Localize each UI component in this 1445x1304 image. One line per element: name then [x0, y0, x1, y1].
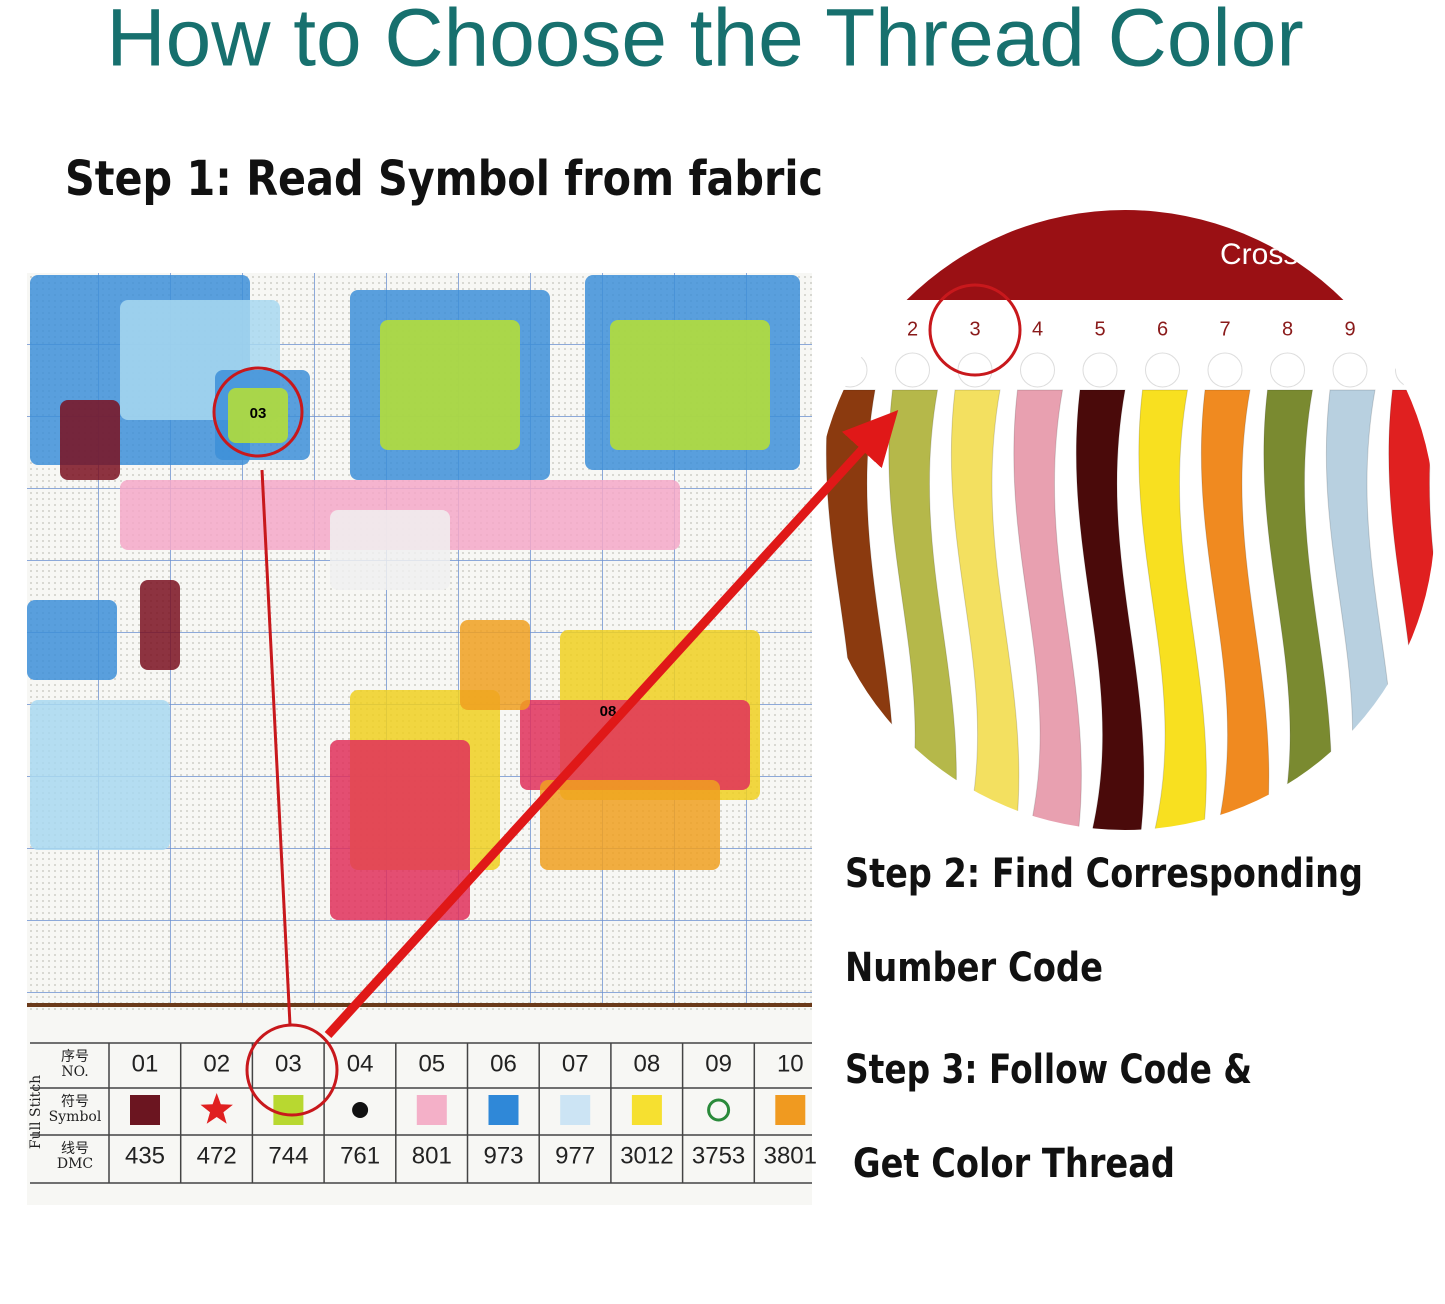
dmc-cell: 3753 [692, 1142, 745, 1169]
pattern-block [228, 388, 288, 443]
symbol [130, 1095, 160, 1125]
dmc-cell: 3012 [620, 1142, 673, 1169]
thread [1013, 389, 1082, 830]
dmc-cell: 472 [197, 1142, 237, 1169]
card-hole [1270, 352, 1305, 388]
card-number: 3 [969, 318, 980, 340]
no-cell: 03 [275, 1050, 302, 1077]
pattern-block [460, 620, 530, 710]
dmc-cell: 744 [268, 1142, 308, 1169]
card-number: 1 [844, 318, 855, 340]
step-text: Step 3: Follow Code & [845, 1047, 1252, 1093]
symbol [560, 1095, 591, 1125]
no-cell: 06 [490, 1050, 517, 1077]
symbol [707, 1098, 731, 1122]
card-number: 9 [1344, 318, 1355, 340]
thread [888, 389, 957, 830]
row-header: 线号 [61, 1141, 89, 1157]
step-text: Get Color Thread [853, 1141, 1175, 1187]
dmc-cell: 761 [340, 1142, 380, 1169]
dmc-cell: 973 [483, 1142, 523, 1169]
side-label: Full Stitch [28, 1075, 44, 1149]
pattern-block [540, 780, 720, 870]
row-header: NO. [61, 1064, 88, 1080]
pattern-block [27, 600, 117, 680]
no-cell: 08 [634, 1050, 661, 1077]
fabric-symbol: 03 [250, 405, 267, 422]
step-text: Step 2: Find Corresponding [845, 851, 1363, 897]
fabric-symbol: 08 [600, 703, 617, 720]
card-number: 5 [1094, 318, 1105, 340]
symbol [352, 1102, 369, 1118]
thread [1075, 389, 1145, 830]
no-cell: 07 [562, 1050, 589, 1077]
row-header: Symbol [49, 1109, 102, 1125]
pattern-block [330, 740, 470, 920]
dmc-cell: 3801 [764, 1142, 817, 1169]
no-cell: 01 [132, 1050, 159, 1077]
pattern-block [380, 320, 520, 450]
row-header: 序号 [61, 1049, 89, 1065]
card-number: 2 [907, 318, 918, 340]
no-cell: 10 [777, 1050, 804, 1077]
pattern-block [60, 400, 120, 480]
pattern-block [330, 510, 450, 590]
card-hole [1332, 352, 1368, 388]
card-label: Cross S [1220, 238, 1327, 271]
card-hole [1207, 352, 1243, 388]
step-text: Number Code [845, 945, 1103, 991]
pattern-block [520, 700, 750, 790]
thread [1138, 389, 1207, 830]
thread-card: Cross S 1 2 3 4 5 6 7 8 9 [815, 210, 1435, 830]
symbol [488, 1095, 519, 1125]
symbol [416, 1095, 447, 1125]
no-cell: 02 [203, 1050, 230, 1077]
card-hole [832, 352, 868, 388]
thread [1200, 389, 1270, 830]
card-hole [1020, 352, 1055, 388]
row-header: 符号 [61, 1094, 89, 1110]
no-cell: 04 [347, 1050, 374, 1077]
card-hole [895, 352, 930, 388]
thread [950, 389, 1020, 830]
card-number: 7 [1219, 318, 1230, 340]
symbol [775, 1095, 806, 1125]
card-number: 6 [1157, 318, 1168, 340]
title: How to Choose the Thread Color [106, 0, 1303, 84]
symbol [631, 1095, 662, 1125]
step-1: Step 1: Read Symbol from fabric [65, 151, 823, 207]
dmc-cell: 977 [555, 1142, 595, 1169]
symbol [273, 1095, 304, 1125]
dmc-cell: 435 [125, 1142, 165, 1169]
dmc-cell: 801 [412, 1142, 452, 1169]
row-header: DMC [57, 1156, 93, 1172]
card-hole [1145, 352, 1180, 388]
fabric-chart: 03 08 [27, 273, 812, 1205]
thread [1263, 389, 1332, 830]
no-cell: 09 [705, 1050, 732, 1077]
pattern-block [610, 320, 770, 450]
card-number: 8 [1282, 318, 1293, 340]
symbol [200, 1093, 233, 1124]
no-cell: 05 [418, 1050, 445, 1077]
card-hole [1395, 352, 1430, 388]
card-hole [957, 352, 993, 388]
card-hole [1082, 352, 1118, 388]
pattern-block [30, 700, 170, 850]
pattern-block [140, 580, 180, 670]
card-number: 4 [1032, 318, 1043, 340]
